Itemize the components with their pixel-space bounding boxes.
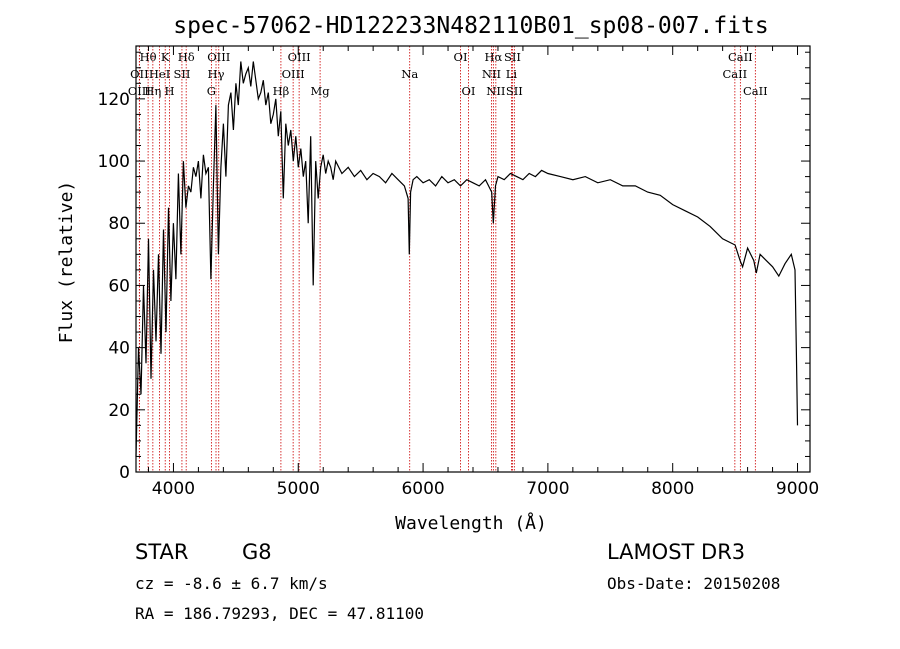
spectral-line-label: Hδ <box>178 50 195 64</box>
y-tick-label: 80 <box>108 214 130 234</box>
spectral-line-label: OI <box>454 50 468 64</box>
x-tick-label: 6000 <box>401 479 444 499</box>
spectral-line-label: SII <box>504 50 521 64</box>
y-tick-label: 60 <box>108 276 130 296</box>
x-tick-label: 8000 <box>651 479 694 499</box>
y-tick-label: 20 <box>108 401 130 421</box>
x-tick-label: 9000 <box>776 479 819 499</box>
obs-date: Obs-Date: 20150208 <box>607 574 781 593</box>
spectral-line-label: Na <box>401 67 418 81</box>
object-class: STAR <box>135 540 189 564</box>
spectral-line-label: HeI <box>149 67 170 81</box>
spectral-line-label: OI <box>462 84 476 98</box>
spectral-line-label: Hα <box>484 50 502 64</box>
spectral-line-markers <box>138 46 756 472</box>
y-tick-label: 100 <box>98 152 130 172</box>
y-axis-ticks: 0 20 40 60 80 100 120 <box>98 51 810 483</box>
spectral-line-label: K <box>161 50 170 64</box>
survey-name: LAMOST DR3 <box>607 540 746 564</box>
x-tick-label: 4000 <box>152 479 195 499</box>
y-axis-label: Flux (relative) <box>56 181 77 344</box>
spectral-line-label: CaII <box>743 84 768 98</box>
spectral-line-label: Hβ <box>273 84 290 98</box>
spectral-line-label: Mg <box>311 84 331 98</box>
x-tick-label: 5000 <box>277 479 320 499</box>
spectrum-line <box>135 61 799 457</box>
redshift-cz: cz = -8.6 ± 6.7 km/s <box>135 574 328 593</box>
spectral-line-label: Hη <box>144 84 161 98</box>
x-tick-label: 7000 <box>526 479 569 499</box>
spectral-line-label: SII <box>173 67 190 81</box>
spectral-line-label: CaII <box>722 67 747 81</box>
spectral-line-label: SII <box>506 84 523 98</box>
coordinates: RA = 186.79293, DEC = 47.81100 <box>135 604 424 623</box>
spectral-line-label: H <box>165 84 175 98</box>
spectral-line-label: OIII <box>288 50 311 64</box>
spectral-line-label: OIII <box>207 50 230 64</box>
x-axis-label: Wavelength (Å) <box>395 512 547 534</box>
spectral-line-label: OII <box>130 67 149 81</box>
chart-title: spec-57062-HD122233N482110B01_sp08-007.f… <box>173 13 768 39</box>
object-subclass: G8 <box>242 540 272 564</box>
spectral-line-label: Li <box>506 67 518 81</box>
spectral-line-label: G <box>207 84 216 98</box>
y-tick-label: 0 <box>119 463 130 483</box>
spectral-line-label: NII <box>482 67 501 81</box>
spectral-line-label: Hγ <box>208 67 225 81</box>
spectral-line-label: NII <box>486 84 505 98</box>
spectral-line-label: Hθ <box>140 50 157 64</box>
y-tick-label: 40 <box>108 339 130 359</box>
spectral-line-label: OIII <box>128 84 151 98</box>
y-tick-label: 120 <box>98 90 130 110</box>
plot-frame <box>135 45 811 473</box>
spectral-line-label: OIII <box>282 67 305 81</box>
x-axis-ticks: 4000 5000 6000 7000 8000 9000 <box>147 46 819 499</box>
spectral-line-label: CaII <box>728 50 753 64</box>
